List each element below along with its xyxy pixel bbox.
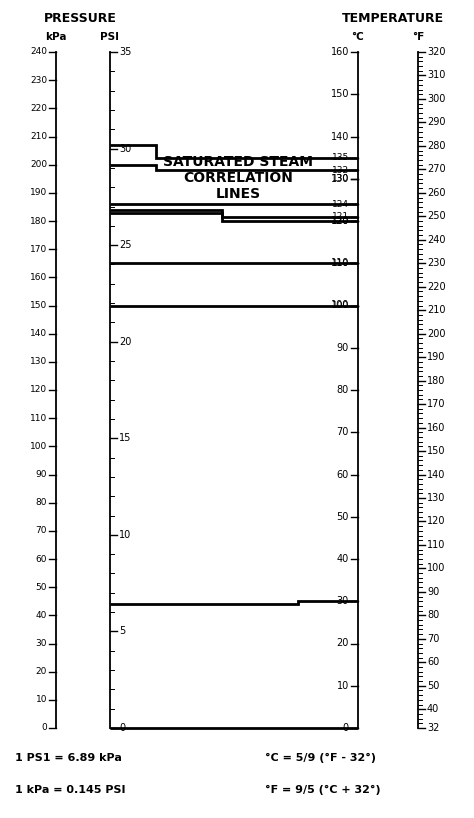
Text: 15: 15 [119,434,131,443]
Text: 230: 230 [427,258,446,268]
Text: 40: 40 [36,611,47,620]
Text: 70: 70 [427,634,439,644]
Text: °C = 5/9 (°F - 32°): °C = 5/9 (°F - 32°) [265,753,376,763]
Text: 230: 230 [30,76,47,85]
Text: 160: 160 [427,423,446,433]
Text: 132: 132 [332,166,349,175]
Text: 190: 190 [427,352,446,362]
Text: 130: 130 [427,493,446,503]
Text: 180: 180 [427,375,446,385]
Text: 150: 150 [427,446,446,456]
Text: 90: 90 [36,470,47,479]
Text: 220: 220 [427,281,446,292]
Text: 170: 170 [30,245,47,254]
Text: 220: 220 [30,104,47,113]
Text: 32: 32 [427,723,439,733]
Text: 140: 140 [30,329,47,338]
Text: 270: 270 [427,164,446,174]
Text: 90: 90 [427,587,439,597]
Text: 120: 120 [30,385,47,394]
Text: 40: 40 [337,554,349,564]
Text: SATURATED STEAM
CORRELATION
LINES: SATURATED STEAM CORRELATION LINES [163,155,313,201]
Text: 50: 50 [427,681,439,690]
Text: 25: 25 [119,240,131,250]
Text: 135: 135 [332,153,349,162]
Text: 50: 50 [36,582,47,591]
Text: 240: 240 [30,47,47,56]
Text: 310: 310 [427,70,446,80]
Text: 30: 30 [119,144,131,154]
Text: PRESSURE: PRESSURE [44,12,117,25]
Text: 150: 150 [330,89,349,99]
Text: 170: 170 [427,399,446,409]
Text: 100: 100 [427,564,446,573]
Text: 90: 90 [337,343,349,353]
Text: 100: 100 [30,442,47,451]
Text: 0: 0 [343,723,349,733]
Text: 30: 30 [337,596,349,606]
Text: 20: 20 [36,667,47,676]
Text: 50: 50 [337,512,349,522]
Text: 20: 20 [337,639,349,649]
Text: 110: 110 [332,258,349,267]
Text: 10: 10 [337,681,349,690]
Text: 130: 130 [331,173,349,184]
Text: 140: 140 [331,132,349,142]
Text: 0: 0 [119,723,125,733]
Text: 260: 260 [427,188,446,198]
Text: 60: 60 [337,470,349,479]
Text: 70: 70 [36,526,47,535]
Text: 0: 0 [41,723,47,732]
Text: 124: 124 [332,200,349,209]
Text: 110: 110 [30,414,47,423]
Text: 20: 20 [119,337,131,347]
Text: PSI: PSI [100,32,119,42]
Text: 280: 280 [427,141,446,151]
Text: 30: 30 [36,639,47,648]
Text: 40: 40 [427,704,439,714]
Text: 290: 290 [427,118,446,128]
Text: 180: 180 [30,217,47,226]
Text: 80: 80 [36,498,47,507]
Text: 210: 210 [30,132,47,141]
Text: 10: 10 [36,695,47,704]
Text: 100: 100 [332,301,349,310]
Text: 130: 130 [332,174,349,183]
Text: 70: 70 [337,427,349,438]
Text: °C: °C [352,32,365,42]
Text: 130: 130 [30,357,47,366]
Text: 80: 80 [427,610,439,620]
Text: 120: 120 [332,217,349,226]
Text: 100: 100 [331,300,349,311]
Text: 320: 320 [427,47,446,57]
Text: °F = 9/5 (°C + 32°): °F = 9/5 (°C + 32°) [265,785,381,795]
Text: 35: 35 [119,47,131,57]
Text: 110: 110 [331,258,349,268]
Text: kPa: kPa [45,32,67,42]
Text: 200: 200 [427,329,446,339]
Text: 200: 200 [30,160,47,169]
Text: °F: °F [412,32,424,42]
Text: 150: 150 [30,301,47,310]
Text: 120: 120 [330,216,349,226]
Text: 5: 5 [119,627,125,636]
Text: 160: 160 [30,273,47,282]
Text: 190: 190 [30,188,47,197]
Text: 1 PS1 = 6.89 kPa: 1 PS1 = 6.89 kPa [15,753,122,763]
Text: 60: 60 [427,658,439,667]
Text: 140: 140 [427,470,446,479]
Text: 250: 250 [427,211,446,222]
Text: 60: 60 [36,555,47,564]
Text: 110: 110 [427,540,446,550]
Text: 80: 80 [337,385,349,395]
Text: 210: 210 [427,305,446,315]
Text: 1 kPa = 0.145 PSI: 1 kPa = 0.145 PSI [15,785,126,795]
Text: 160: 160 [331,47,349,57]
Text: 240: 240 [427,235,446,245]
Text: 120: 120 [427,516,446,527]
Text: TEMPERATURE: TEMPERATURE [342,12,444,25]
Text: 300: 300 [427,94,446,104]
Text: 10: 10 [119,530,131,540]
Text: 121: 121 [332,213,349,222]
